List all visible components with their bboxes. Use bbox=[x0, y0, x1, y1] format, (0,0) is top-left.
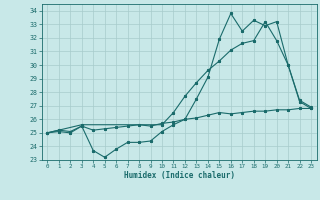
X-axis label: Humidex (Indice chaleur): Humidex (Indice chaleur) bbox=[124, 171, 235, 180]
